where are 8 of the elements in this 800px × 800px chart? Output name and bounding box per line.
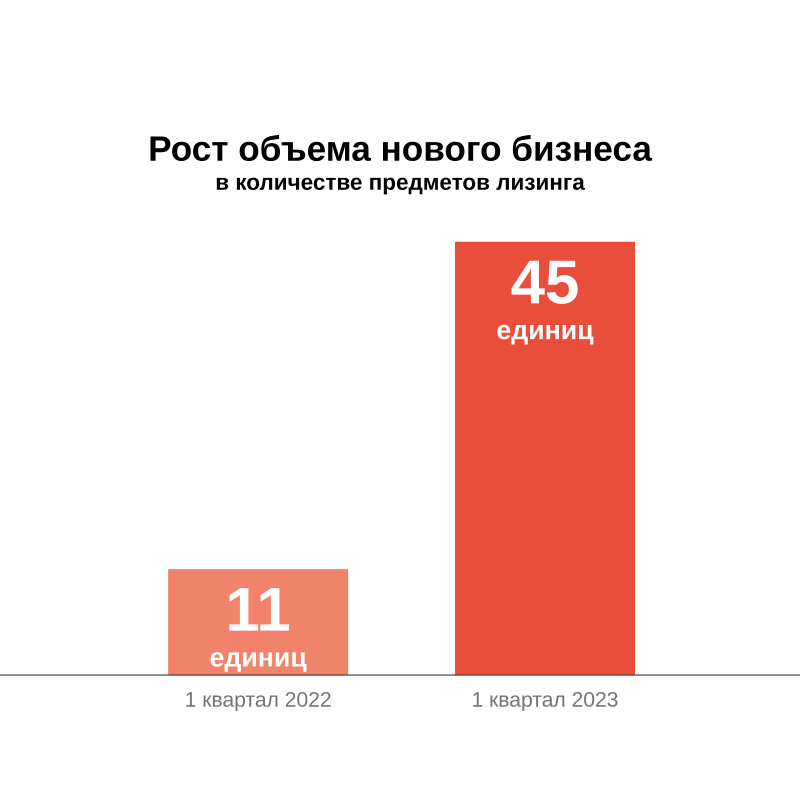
x-tick-label: 1 квартал 2023 [473, 692, 618, 712]
annotation: единиц [497, 324, 594, 344]
chart-subtitle: в количестве предметов лизинга [216, 178, 585, 194]
data-label: 45 [512, 260, 578, 304]
annotation: единиц [210, 652, 307, 672]
chart-title: Рост объема нового бизнеса [150, 134, 652, 162]
x-tick-label: 1 квартал 2022 [186, 692, 331, 712]
data-label: 11 [229, 588, 290, 631]
